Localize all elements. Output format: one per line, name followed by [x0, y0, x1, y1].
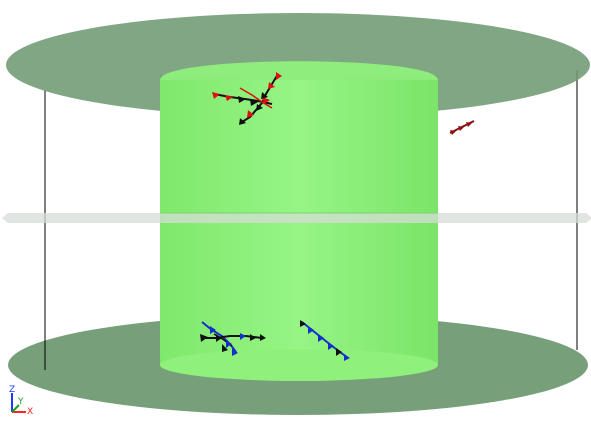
mid-plane	[2, 212, 591, 223]
axes-triad-icon: Z Y X	[9, 385, 33, 417]
axis-z-label: Z	[9, 385, 15, 395]
axis-x-label: X	[27, 407, 33, 417]
polymer-chain-blue-bottom-left	[200, 321, 266, 356]
axis-y-label: Y	[17, 397, 24, 407]
polymer-chain-darkred-right	[449, 120, 475, 135]
polymer-chain-red-top	[212, 72, 282, 125]
polymer-chain-blue-bottom-right	[300, 320, 350, 361]
